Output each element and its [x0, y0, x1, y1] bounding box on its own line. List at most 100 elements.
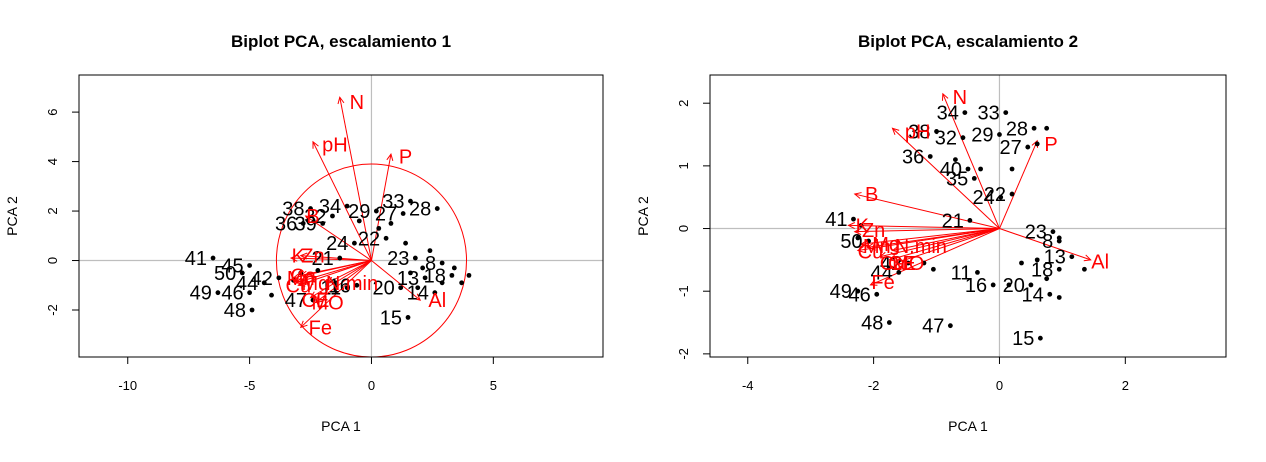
y-tick-label: 1 — [676, 162, 691, 169]
y-axis-label: PCA 2 — [4, 196, 20, 236]
vector-arrowhead — [299, 320, 308, 329]
site-point — [330, 213, 335, 219]
site-label: 8 — [1042, 231, 1053, 253]
site-point — [990, 282, 996, 288]
site-label: 44 — [236, 273, 258, 295]
vector-arrow-mg — [867, 228, 1000, 248]
site-label: 22 — [984, 184, 1006, 206]
variable-label: Al — [428, 290, 446, 312]
x-axis-label: PCA 1 — [321, 418, 361, 434]
vector-arrowhead — [289, 254, 298, 262]
site-label: 24 — [326, 233, 348, 255]
site-point — [320, 221, 326, 226]
site-label: 50 — [214, 263, 236, 285]
site-point — [866, 238, 871, 244]
site-point — [344, 285, 350, 291]
site-point — [874, 291, 880, 297]
vector-arrowhead — [888, 254, 897, 262]
site-label: 20 — [372, 278, 394, 300]
vector-arrow-ph — [892, 127, 1000, 229]
vector-arrow-b — [854, 193, 1000, 230]
vector-arrowhead — [326, 276, 335, 284]
x-tick-label: -5 — [244, 378, 256, 393]
variable-label: MO — [311, 293, 343, 315]
vector-arrowhead — [314, 296, 323, 304]
site-point — [449, 272, 455, 278]
site-point — [851, 216, 856, 222]
site-point — [261, 280, 267, 286]
y-tick-label: 0 — [676, 225, 691, 232]
site-point — [921, 260, 927, 266]
site-label: 33 — [978, 103, 1000, 125]
site-label: 14 — [407, 283, 429, 305]
vector-arrowhead — [941, 92, 949, 101]
chart-panel-2: Biplot PCA, escalamiento 2 PCA 1 PCA 2 4150… — [635, 32, 1227, 434]
site-label: 21 — [312, 248, 334, 270]
x-axis-label: PCA 1 — [948, 418, 988, 434]
vector-arrow-ce — [310, 260, 372, 299]
vector-arrow-b — [305, 215, 372, 261]
variable-label: Mn — [863, 236, 891, 258]
site-point — [1056, 295, 1062, 300]
vector-arrowhead — [856, 246, 865, 253]
vector-arrowhead — [292, 273, 301, 280]
site-point — [1019, 260, 1024, 266]
site-label: 18 — [1031, 259, 1053, 281]
site-point — [247, 290, 253, 296]
site-point — [308, 206, 313, 211]
site-point — [210, 255, 216, 261]
variable-label: P — [1044, 134, 1057, 156]
variable-label: Ca — [880, 253, 906, 275]
vector-arrow-ca — [879, 228, 1000, 258]
site-point — [249, 307, 255, 313]
variable-label: pH — [322, 134, 348, 156]
site-label: 8 — [425, 253, 436, 275]
vector-arrow-k — [291, 257, 372, 262]
vector-arrowhead — [299, 252, 308, 260]
site-point — [1009, 166, 1015, 172]
vector-arrow-p — [999, 140, 1038, 229]
variable-label: N.min — [326, 273, 378, 295]
site-label: 24 — [972, 187, 994, 209]
site-point — [405, 315, 411, 320]
site-point — [1003, 110, 1009, 115]
vector-arrowhead — [413, 293, 422, 301]
vector-arrow-mo — [315, 260, 372, 303]
site-point — [1025, 144, 1031, 150]
variable-label: Al — [1091, 252, 1109, 274]
vector-arrowhead — [337, 96, 345, 105]
vector-arrowhead — [891, 245, 900, 253]
site-point — [427, 248, 433, 254]
site-point — [269, 292, 274, 298]
site-point — [300, 221, 306, 226]
variable-label: K — [292, 246, 306, 268]
site-label: 13 — [1044, 247, 1066, 269]
site-point — [403, 240, 408, 246]
variable-label: Zn — [301, 246, 324, 268]
site-label: 11 — [951, 262, 972, 284]
site-point — [376, 225, 382, 231]
site-point — [1082, 266, 1087, 272]
site-point — [439, 280, 445, 286]
vector-arrow-p — [370, 154, 392, 261]
site-point — [315, 268, 321, 273]
site-point — [352, 240, 357, 246]
x-axis: -10 -5 0 5 — [118, 356, 497, 393]
site-point — [1050, 229, 1056, 235]
y-axis: -2 -1 0 1 2 — [676, 100, 711, 360]
site-point — [451, 265, 457, 271]
vector-arrowhead — [297, 280, 306, 287]
y-tick-label: 2 — [45, 207, 60, 214]
site-label: 34 — [319, 196, 341, 218]
site-point — [960, 135, 966, 141]
variable-label: Mg — [872, 234, 900, 256]
site-point — [422, 275, 428, 281]
site-label: 46 — [849, 284, 871, 306]
site-label: 27 — [1000, 137, 1022, 159]
site-label: 42 — [880, 253, 902, 275]
vector-arrow-n-min — [892, 228, 1000, 251]
x-tick-label: -2 — [868, 378, 880, 393]
y-tick-label: -2 — [676, 348, 691, 360]
